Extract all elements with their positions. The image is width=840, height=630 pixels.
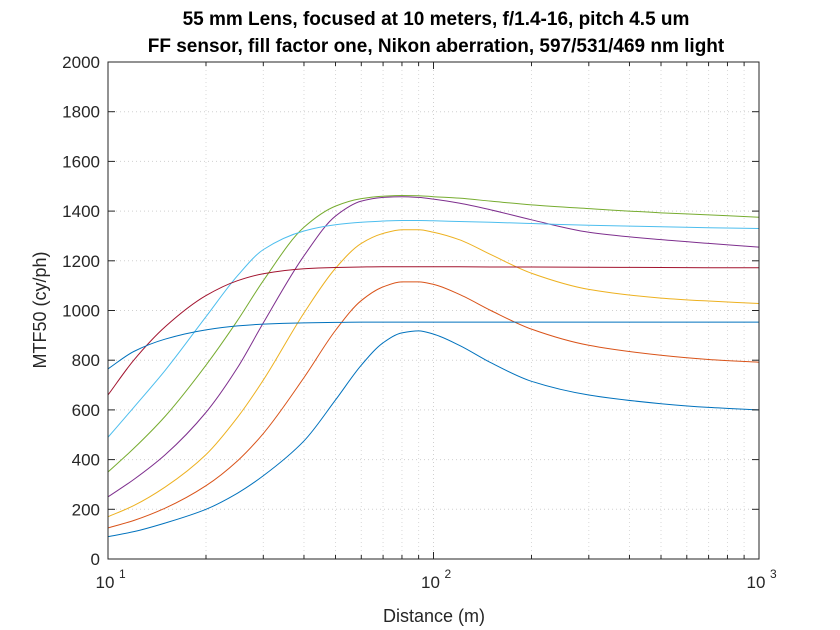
x-tick-labels: 10 1 10 2 10 3: [96, 567, 777, 592]
grid-lines: [107, 62, 760, 559]
chart-title-line-1: 55 mm Lens, focused at 10 meters, f/1.4-…: [183, 9, 690, 30]
x-tick-exponent: 3: [770, 567, 777, 581]
y-tick-label: 0: [91, 550, 100, 569]
y-tick-label: 1200: [62, 252, 100, 271]
x-tick-exponent: 2: [445, 567, 452, 581]
series-line-1: [107, 330, 760, 538]
y-tick-label: 1600: [62, 152, 100, 171]
x-tick-label: 10: [421, 573, 440, 592]
y-tick-label: 400: [72, 451, 100, 470]
series-line-7: [107, 266, 759, 396]
series-line-2: [107, 281, 760, 529]
y-tick-label: 800: [72, 351, 100, 370]
series-line-4: [107, 196, 760, 498]
series-line-3: [107, 229, 760, 518]
x-tick-label: 10: [96, 573, 115, 592]
series-line-5: [107, 194, 760, 473]
y-tick-label: 1800: [62, 103, 100, 122]
series-line-8: [107, 321, 759, 370]
axis-ticks: [107, 61, 760, 560]
y-tick-labels: 0 200 400 600 800 1000 1200 1400 1600 1800 2000: [62, 53, 100, 569]
y-tick-label: 1400: [62, 202, 100, 221]
x-tick-label: 10: [747, 573, 766, 592]
y-tick-label: 1000: [62, 302, 100, 321]
x-tick-exponent: 1: [119, 567, 126, 581]
y-tick-label: 200: [72, 500, 100, 519]
series-line-6: [107, 220, 760, 438]
x-axis-label: Distance (m): [383, 606, 485, 626]
y-axis-label: MTF50 (cy/ph): [30, 251, 50, 368]
y-tick-label: 2000: [62, 53, 100, 72]
chart-title-line-2: FF sensor, fill factor one, Nikon aberra…: [148, 36, 725, 57]
data-series: [107, 194, 760, 538]
y-tick-label: 600: [72, 401, 100, 420]
